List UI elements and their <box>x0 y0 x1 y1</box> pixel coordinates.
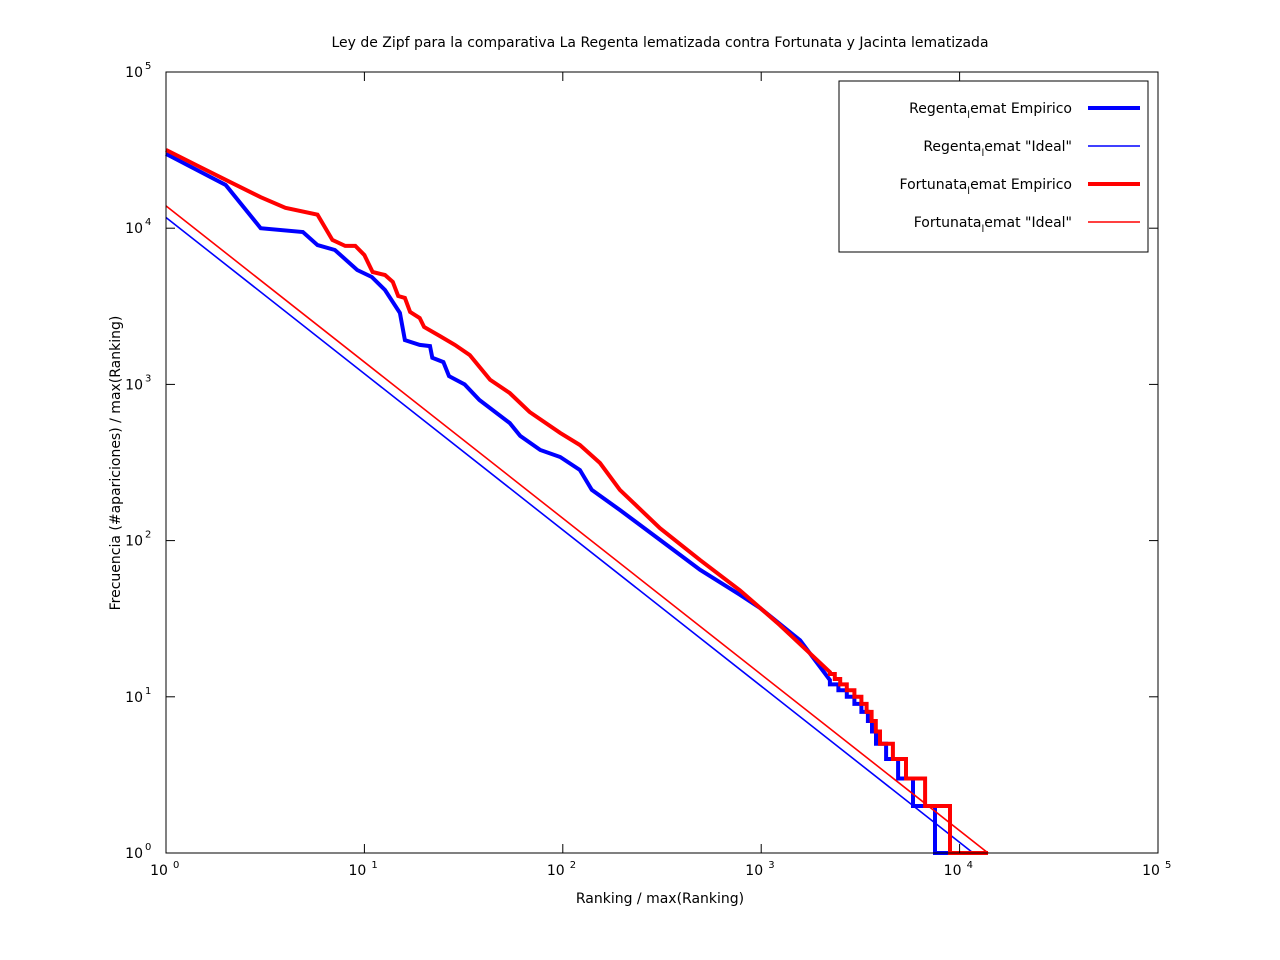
y-tick-label: 10 <box>125 690 143 706</box>
legend-label: Regentalemat "Ideal" <box>923 139 1072 159</box>
y-tick-label: 10 <box>125 846 143 862</box>
plot-frame <box>165 71 1159 854</box>
y-tick-label: 10 <box>125 221 143 237</box>
x-tick-exponent: 0 <box>173 860 179 871</box>
x-tick-label: 10 <box>547 863 565 879</box>
x-axis-label: Ranking / max(Ranking) <box>576 891 744 907</box>
x-tick-exponent: 5 <box>1165 860 1171 871</box>
legend-label: Fortunatalemat Empirico <box>900 177 1072 197</box>
x-tick-label: 10 <box>944 863 962 879</box>
series-line-3 <box>165 205 989 854</box>
y-tick-label: 10 <box>125 377 143 393</box>
axis-ticks: 10 0 10 1 10 2 10 3 10 4 10 510 010 110 210 310 410 5 <box>125 61 1171 879</box>
y-tick-exponent: 4 <box>145 217 151 228</box>
x-tick-exponent: 3 <box>768 860 774 871</box>
x-tick-label: 10 <box>1142 863 1160 879</box>
series-line-0 <box>165 152 968 855</box>
plot-series <box>165 148 989 855</box>
x-tick-label: 10 <box>745 863 763 879</box>
y-tick-exponent: 5 <box>145 61 151 72</box>
legend: Regentalemat Empirico Regentalemat "Ideal… <box>838 80 1149 253</box>
y-tick-label: 10 <box>125 534 143 550</box>
y-tick-exponent: 2 <box>145 530 151 541</box>
y-tick-label: 10 <box>125 65 143 81</box>
x-tick-exponent: 4 <box>967 860 973 871</box>
y-tick-exponent: 0 <box>145 842 151 853</box>
series-line-2 <box>165 148 988 855</box>
x-tick-exponent: 1 <box>371 860 377 871</box>
series-line-1 <box>165 216 974 854</box>
x-tick-label: 10 <box>348 863 366 879</box>
x-tick-exponent: 2 <box>570 860 576 871</box>
legend-label: Fortunatalemat "Ideal" <box>914 215 1072 235</box>
y-tick-exponent: 3 <box>145 373 151 384</box>
y-tick-exponent: 1 <box>145 686 151 697</box>
chart-title: Ley de Zipf para la comparativa La Regen… <box>331 35 988 51</box>
y-axis-label: Frecuencia (#apariciones) / max(Ranking) <box>108 316 124 611</box>
legend-label: Regentalemat Empirico <box>909 101 1072 121</box>
x-tick-label: 10 <box>150 863 168 879</box>
